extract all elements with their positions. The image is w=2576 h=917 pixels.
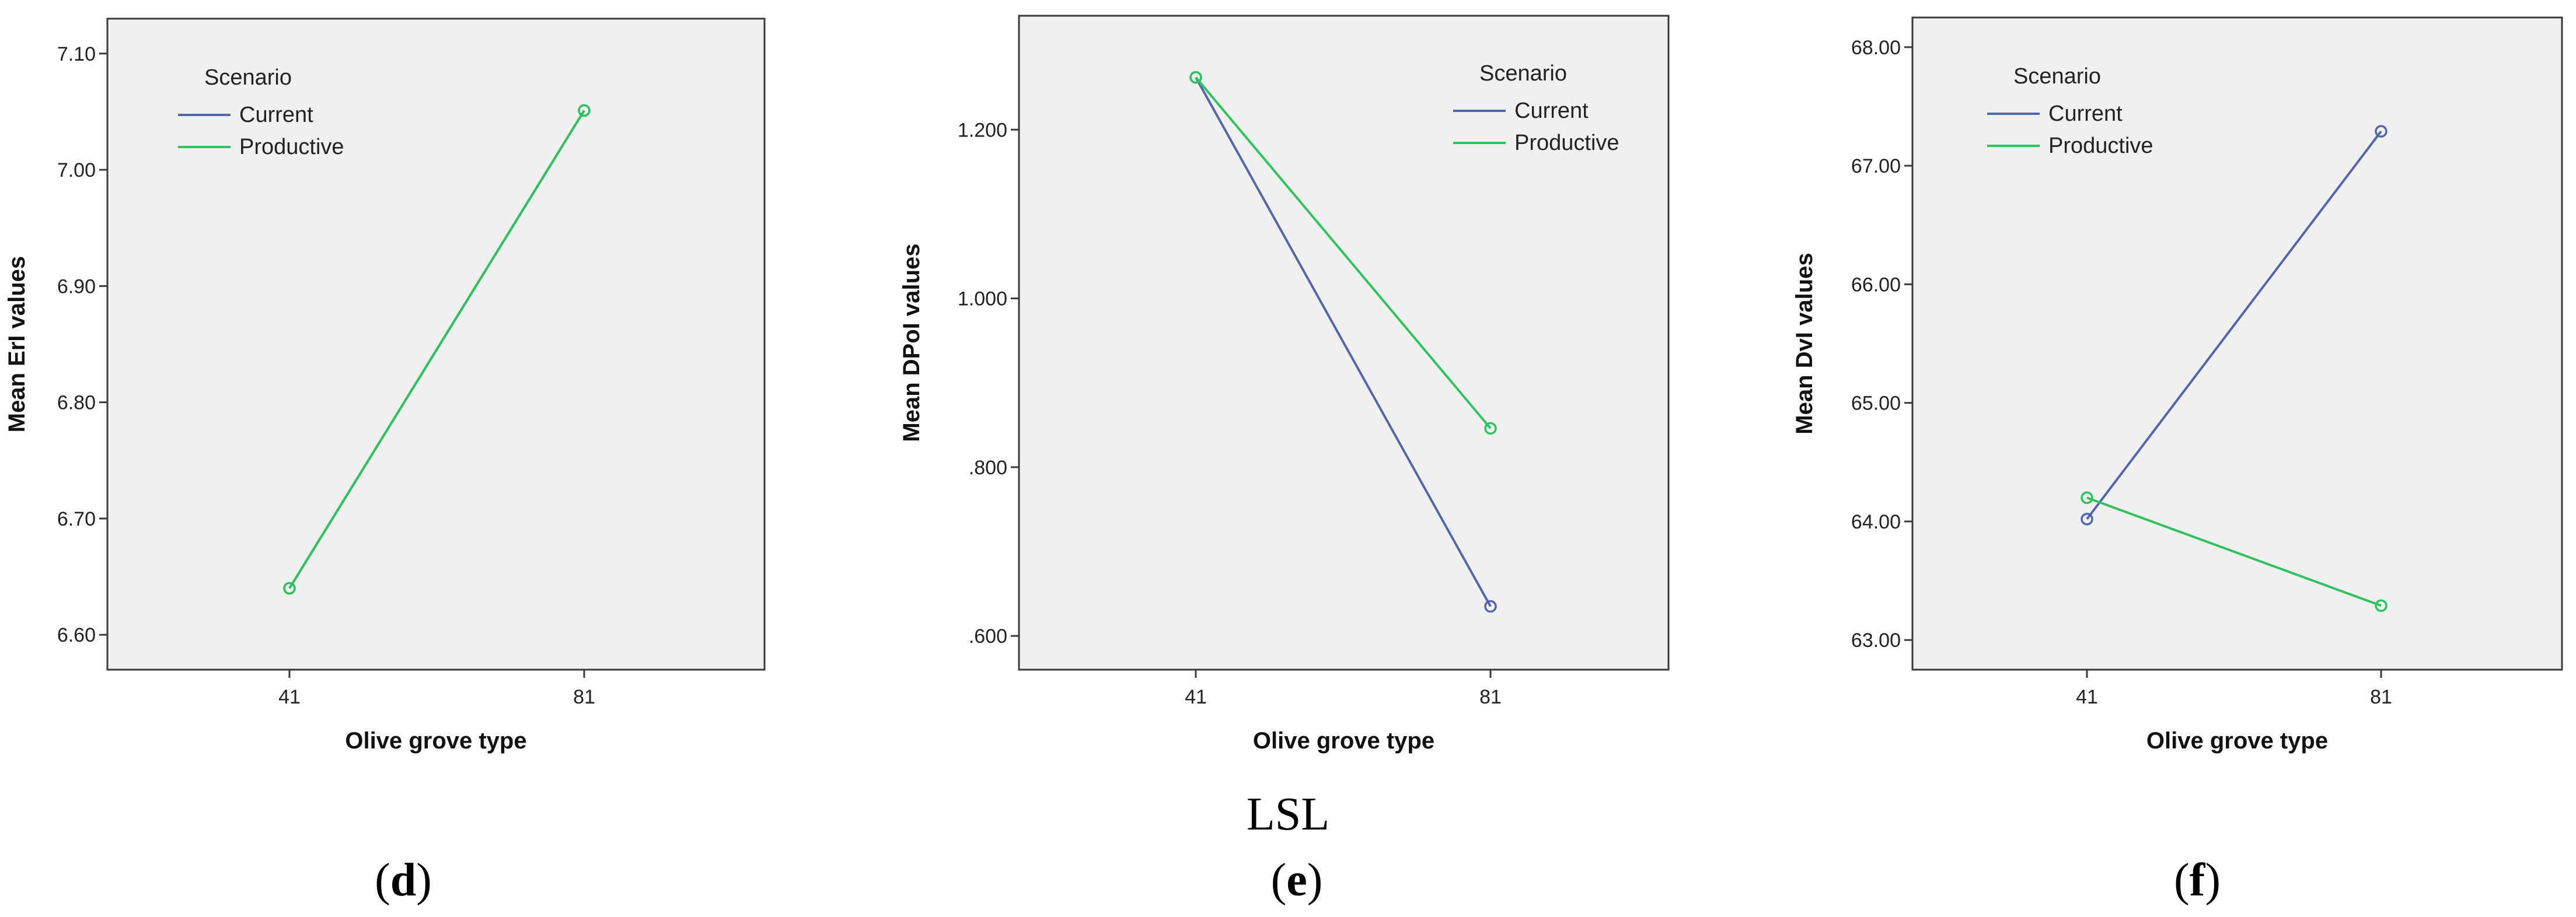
x-tick-label: 81 [1479, 686, 1502, 708]
y-tick-label: 6.80 [57, 392, 96, 414]
data-point-productive [2375, 599, 2387, 612]
y-tick-label: 6.70 [57, 508, 96, 530]
x-axis-title: Olive grove type [1253, 728, 1434, 754]
x-tick-label: 41 [2076, 686, 2098, 708]
data-point-productive [2081, 491, 2093, 505]
data-point-current [2375, 125, 2387, 138]
y-tick-label: 1.000 [958, 288, 1007, 310]
chart-panel-e: .600 .800 1.000 1.200 41 81 Olive grove type Me… [899, 15, 1670, 754]
y-tick-label: 65.00 [1851, 393, 1901, 415]
legend-label-current: Current [239, 103, 313, 127]
x-tick-label: 81 [573, 686, 595, 708]
data-point-productive [1189, 71, 1202, 84]
legend-title: Scenario [1479, 61, 1567, 86]
panel-caption-f: (f) [2174, 855, 2221, 906]
series-line-current [2086, 130, 2382, 520]
y-axis-title: Mean DvI values [1792, 253, 1817, 434]
x-tick-label: 41 [278, 686, 301, 708]
y-tick-label: .600 [969, 625, 1007, 648]
y-tick-label: 6.90 [57, 275, 96, 298]
y-tick-label: 66.00 [1851, 274, 1901, 296]
y-tick-label: 6.60 [57, 624, 96, 646]
y-tick-label: .800 [969, 457, 1007, 479]
legend-title: Scenario [204, 65, 292, 90]
data-point-current [1484, 600, 1497, 613]
y-tick-label: 1.200 [958, 119, 1007, 141]
group-label: LSL [1247, 789, 1329, 840]
y-axis-title: Mean ErI values [4, 256, 30, 432]
panel-caption-e: (e) [1271, 855, 1323, 906]
plot-area [106, 18, 766, 671]
plot-area [1911, 16, 2563, 671]
x-tick-label: 41 [1185, 686, 1207, 708]
data-point-productive [578, 104, 591, 117]
series-line-productive [288, 110, 585, 589]
y-axis-title: Mean DPoI values [899, 243, 924, 442]
x-tick-label: 81 [2370, 686, 2392, 708]
series-line-productive [2086, 496, 2382, 607]
series-line-current [1195, 76, 1492, 607]
panel-caption-d: (d) [375, 855, 432, 906]
data-point-current [2081, 513, 2093, 526]
legend-label-productive: Productive [2048, 134, 2153, 158]
y-tick-label: 63.00 [1851, 629, 1901, 652]
chart-panel-f: 63.00 64.00 65.00 66.00 67.00 68.00 41 81 Olive … [1792, 16, 2563, 754]
legend-label-current: Current [1514, 99, 1589, 123]
legend-title: Scenario [2013, 64, 2101, 89]
legend-label-productive: Productive [239, 135, 344, 159]
data-point-productive [283, 582, 296, 595]
y-tick-label: 68.00 [1851, 37, 1901, 59]
series-line-productive [1195, 76, 1492, 429]
x-axis-title: Olive grove type [345, 728, 526, 754]
x-axis-title: Olive grove type [2146, 728, 2328, 754]
y-tick-label: 64.00 [1851, 511, 1901, 533]
y-tick-label: 67.00 [1851, 155, 1901, 177]
legend-label-current: Current [2048, 102, 2123, 126]
y-tick-label: 7.10 [57, 43, 96, 65]
y-tick-label: 7.00 [57, 159, 96, 181]
chart-panel-d: 6.60 6.70 6.80 6.90 7.00 7.10 41 81 Olive grove … [4, 18, 766, 754]
charts-layer: 6.60 6.70 6.80 6.90 7.00 7.10 41 81 Olive grove … [4, 15, 2563, 754]
legend-label-productive: Productive [1514, 131, 1619, 155]
data-point-productive [1484, 422, 1497, 435]
